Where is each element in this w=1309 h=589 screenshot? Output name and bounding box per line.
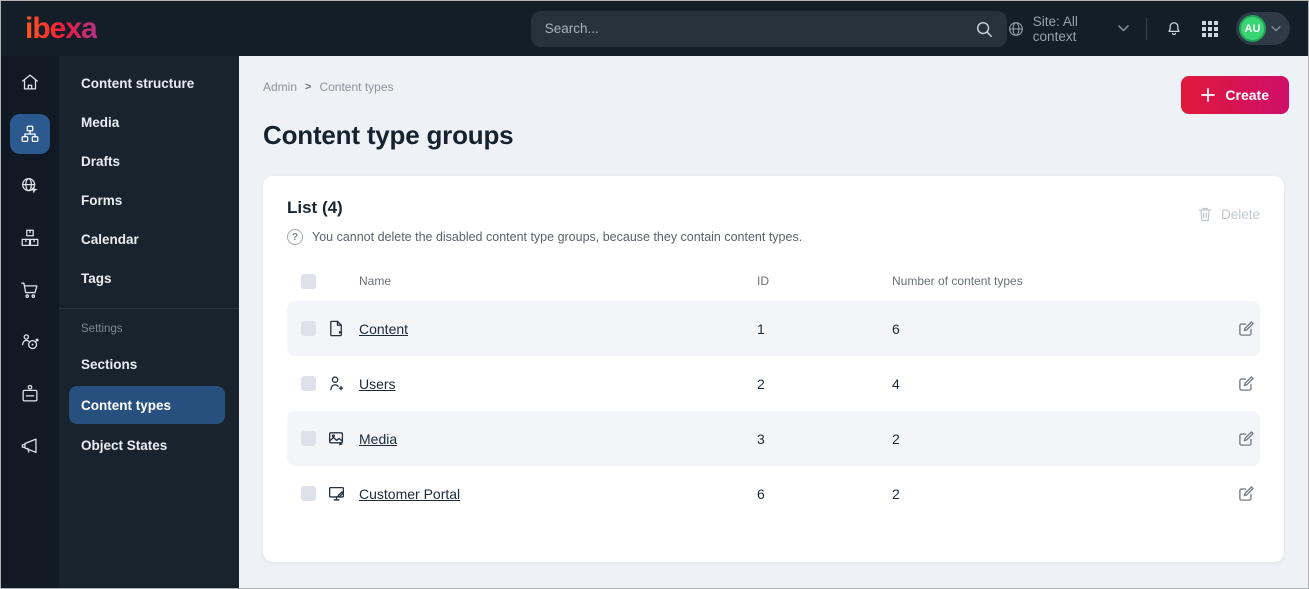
breadcrumb: Admin > Content types <box>263 80 1284 94</box>
home-icon[interactable] <box>10 62 50 102</box>
sidebar-item-object-states[interactable]: Object States <box>81 438 168 453</box>
main-content: Admin > Content types Create Content typ… <box>239 56 1308 588</box>
search-bar[interactable] <box>530 10 1007 47</box>
sidebar-item-forms[interactable]: Forms <box>81 193 123 208</box>
search-icon[interactable] <box>975 20 993 38</box>
badge-icon[interactable] <box>10 374 50 414</box>
trash-icon <box>1197 206 1213 223</box>
group-id: 2 <box>757 375 765 392</box>
table-header-row: Name ID Number of content types <box>287 261 1260 301</box>
card-header: List (4) ? You cannot delete the disable… <box>287 198 1260 245</box>
table-row: Media 3 2 <box>287 411 1260 466</box>
group-id: 6 <box>757 485 765 502</box>
sidebar-item-content-types[interactable]: Content types <box>69 386 225 424</box>
topbar: ibexa Site: All context <box>1 1 1308 56</box>
delete-button[interactable]: Delete <box>1197 206 1260 223</box>
notifications-bell-icon[interactable] <box>1164 19 1184 39</box>
plus-icon <box>1201 88 1216 102</box>
content-file-icon <box>327 319 346 338</box>
user-icon <box>327 374 346 393</box>
breadcrumb-content-types: Content types <box>319 80 394 94</box>
row-checkbox[interactable] <box>301 321 316 336</box>
user-menu[interactable]: AU <box>1236 12 1290 45</box>
chevron-down-icon <box>1118 25 1129 32</box>
group-link[interactable]: Content <box>359 320 409 337</box>
group-id: 3 <box>757 430 765 447</box>
sidebar-item-media[interactable]: Media <box>81 115 120 130</box>
row-checkbox[interactable] <box>301 431 316 446</box>
topbar-right-cluster: Site: All context <box>1007 12 1290 45</box>
media-image-icon <box>327 429 346 448</box>
group-count: 2 <box>892 485 900 502</box>
group-id: 1 <box>757 320 765 337</box>
app-body: Content structure Media Drafts Forms Cal… <box>1 56 1308 588</box>
content-structure-icon[interactable] <box>10 114 50 154</box>
table-row: Content 1 6 <box>287 301 1260 356</box>
group-count: 6 <box>892 320 900 337</box>
edit-button[interactable] <box>1237 375 1255 393</box>
column-header-id: ID <box>757 274 769 288</box>
group-count: 2 <box>892 430 900 447</box>
card-header-left: List (4) ? You cannot delete the disable… <box>287 198 802 245</box>
list-note: ? You cannot delete the disabled content… <box>287 229 802 245</box>
personalization-icon[interactable] <box>10 322 50 362</box>
row-checkbox[interactable] <box>301 486 316 501</box>
sidebar: Content structure Media Drafts Forms Cal… <box>59 56 239 588</box>
apps-grid-icon[interactable] <box>1201 20 1219 38</box>
topbar-divider <box>1146 17 1147 40</box>
group-link[interactable]: Users <box>359 375 396 392</box>
cart-icon[interactable] <box>10 270 50 310</box>
content-type-groups-table: Name ID Number of content types <box>287 261 1260 521</box>
list-title: List (4) <box>287 198 343 217</box>
sidebar-item-sections[interactable]: Sections <box>81 357 138 372</box>
sidebar-item-tags[interactable]: Tags <box>81 271 112 286</box>
list-note-text: You cannot delete the disabled content t… <box>312 230 803 244</box>
chevron-down-icon <box>1271 25 1281 32</box>
delete-button-label: Delete <box>1220 207 1260 222</box>
avatar: AU <box>1239 15 1266 42</box>
create-button-label: Create <box>1225 87 1269 103</box>
row-checkbox[interactable] <box>301 376 316 391</box>
monitor-icon <box>327 484 346 503</box>
search-input[interactable] <box>544 21 975 36</box>
site-globe-icon[interactable] <box>10 166 50 206</box>
sidebar-item-calendar[interactable]: Calendar <box>81 232 139 247</box>
icon-rail <box>1 56 59 588</box>
list-card: List (4) ? You cannot delete the disable… <box>263 176 1284 562</box>
megaphone-icon[interactable] <box>10 426 50 466</box>
breadcrumb-admin[interactable]: Admin <box>263 80 298 94</box>
sidebar-settings-label: Settings <box>81 323 123 335</box>
page-title: Content type groups <box>263 120 514 150</box>
site-context-selector[interactable]: Site: All context <box>1007 14 1129 44</box>
breadcrumb-separator: > <box>305 81 312 93</box>
create-button[interactable]: Create <box>1181 76 1289 114</box>
edit-button[interactable] <box>1237 485 1255 503</box>
sidebar-divider <box>59 308 239 309</box>
edit-button[interactable] <box>1237 430 1255 448</box>
select-all-checkbox[interactable] <box>301 273 316 289</box>
table-row: Customer Portal 6 2 <box>287 466 1260 521</box>
group-link[interactable]: Customer Portal <box>359 485 461 502</box>
products-icon[interactable] <box>10 218 50 258</box>
edit-button[interactable] <box>1237 320 1255 338</box>
sidebar-item-content-structure[interactable]: Content structure <box>81 76 195 91</box>
help-icon: ? <box>287 229 303 245</box>
column-header-count: Number of content types <box>892 274 1023 288</box>
column-header-name: Name <box>359 274 392 288</box>
group-link[interactable]: Media <box>359 430 398 447</box>
site-context-label: Site: All context <box>1032 13 1078 44</box>
group-count: 4 <box>892 375 900 392</box>
globe-icon <box>1007 20 1025 38</box>
table-row: Users 2 4 <box>287 356 1260 411</box>
ibexa-logo[interactable]: ibexa <box>25 11 98 45</box>
sidebar-item-drafts[interactable]: Drafts <box>81 154 121 169</box>
